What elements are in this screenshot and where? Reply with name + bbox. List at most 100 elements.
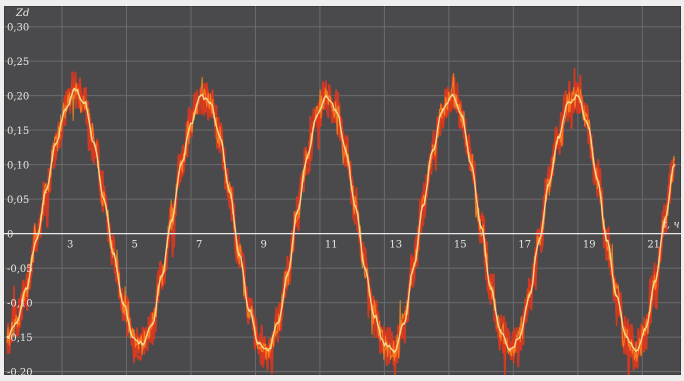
y-tick-label-4: 0,10 <box>7 161 29 172</box>
data-point-48 <box>470 163 473 166</box>
data-point-19 <box>190 122 192 125</box>
data-point-62 <box>605 239 608 242</box>
data-point-65 <box>634 349 637 352</box>
data-point-9 <box>93 143 96 145</box>
x-tick-label-17: 17 <box>518 240 531 251</box>
data-point-8 <box>83 101 86 104</box>
data-point-59 <box>576 94 579 97</box>
x-tick-label-13: 13 <box>389 240 402 251</box>
y-tick-label-10: -0,20 <box>7 368 33 375</box>
data-point-29 <box>286 274 289 276</box>
data-point-56 <box>547 184 550 187</box>
data-point-31 <box>306 156 308 159</box>
data-point-33 <box>325 94 328 97</box>
x-tick-label-9: 9 <box>260 240 266 251</box>
plot-area: 3 5 7 9 11 13 15 17 19 21 0,30 0,25 0,20 0,15 0,10 0,0… <box>4 6 681 375</box>
x-tick-label-15: 15 <box>454 240 467 251</box>
data-point-28 <box>277 322 279 325</box>
y-tick-label-8: -0,10 <box>7 299 33 310</box>
raw-signal-trace-1 <box>6 67 676 375</box>
x-tick-label-7: 7 <box>196 240 202 251</box>
y-tick-label-5: 0,05 <box>7 195 29 206</box>
y-tick-label-1: 0,25 <box>7 57 29 68</box>
data-point-44 <box>431 149 434 152</box>
data-point-57 <box>557 136 560 138</box>
y-tick-label-7: -0,05 <box>7 264 33 275</box>
y-tick-label-3: 0,15 <box>7 126 29 137</box>
data-point-52 <box>509 349 512 352</box>
data-point-4 <box>45 191 47 194</box>
data-point-41 <box>402 322 405 325</box>
data-point-63 <box>615 294 618 297</box>
data-point-42 <box>412 267 415 269</box>
data-point-14 <box>141 343 144 345</box>
x-tick-label-5: 5 <box>132 240 138 251</box>
data-point-68 <box>663 218 666 221</box>
data-point-32 <box>315 115 318 118</box>
data-point-69 <box>673 163 676 166</box>
x-tick-label-19: 19 <box>583 240 596 251</box>
data-point-54 <box>528 294 531 297</box>
data-point-3 <box>35 239 38 242</box>
data-point-61 <box>596 177 599 180</box>
data-point-27 <box>267 349 270 352</box>
data-point-1 <box>15 322 18 325</box>
data-point-64 <box>625 336 628 338</box>
x-tick-labels: 3 5 7 9 11 13 15 17 19 21 <box>67 240 660 251</box>
data-point-18 <box>180 163 183 166</box>
data-point-37 <box>364 267 366 269</box>
x-tick-label-21: 21 <box>647 240 660 251</box>
x-tick-label-3: 3 <box>67 240 73 251</box>
y-tick-label-0: 0,30 <box>7 23 29 34</box>
data-point-58 <box>567 101 570 104</box>
data-point-55 <box>538 239 541 242</box>
grid <box>4 6 681 375</box>
data-point-26 <box>257 343 260 345</box>
y-axis-label: Zd <box>15 8 29 19</box>
data-point-34 <box>335 108 337 111</box>
data-point-67 <box>654 280 657 283</box>
data-point-36 <box>354 205 357 207</box>
data-point-21 <box>209 101 212 104</box>
data-point-25 <box>248 308 250 311</box>
chart-svg: 3 5 7 9 11 13 15 17 19 21 0,30 0,25 0,20 0,15 0,10 0,0… <box>4 6 681 375</box>
data-point-43 <box>422 205 424 207</box>
data-point-40 <box>393 349 395 352</box>
y-tick-labels: 0,30 0,25 0,20 0,15 0,10 0,05 0 -0,05 -0,10 -0,15… <box>7 23 33 375</box>
data-point-66 <box>644 329 647 332</box>
data-point-47 <box>460 115 463 118</box>
data-point-60 <box>586 122 589 125</box>
data-point-35 <box>344 149 347 152</box>
data-point-2 <box>25 287 28 290</box>
smoothed-series-group <box>6 87 676 354</box>
raw-signal-group <box>6 67 676 375</box>
smoothed-series-line <box>6 87 676 354</box>
y-tick-label-2: 0,20 <box>7 92 29 103</box>
data-point-10 <box>103 198 105 201</box>
data-point-13 <box>132 336 134 338</box>
data-point-11 <box>112 253 115 256</box>
data-point-51 <box>499 329 502 332</box>
data-point-45 <box>441 108 444 111</box>
data-point-53 <box>518 336 521 338</box>
data-point-12 <box>122 301 125 304</box>
x-axis-label: t, ч <box>663 220 680 231</box>
data-point-50 <box>489 287 492 290</box>
data-point-38 <box>373 315 376 318</box>
data-point-6 <box>64 108 67 111</box>
data-point-22 <box>219 136 221 138</box>
data-point-23 <box>228 191 231 194</box>
data-point-16 <box>161 274 163 276</box>
data-point-5 <box>54 143 57 145</box>
data-point-15 <box>151 322 154 325</box>
data-point-7 <box>74 87 76 90</box>
data-point-20 <box>199 94 202 97</box>
x-tick-label-11: 11 <box>325 240 338 251</box>
data-point-30 <box>296 212 299 214</box>
data-point-0 <box>6 336 9 338</box>
data-point-49 <box>480 225 483 228</box>
data-point-17 <box>170 218 173 221</box>
data-point-24 <box>238 253 241 256</box>
data-point-46 <box>451 94 454 97</box>
